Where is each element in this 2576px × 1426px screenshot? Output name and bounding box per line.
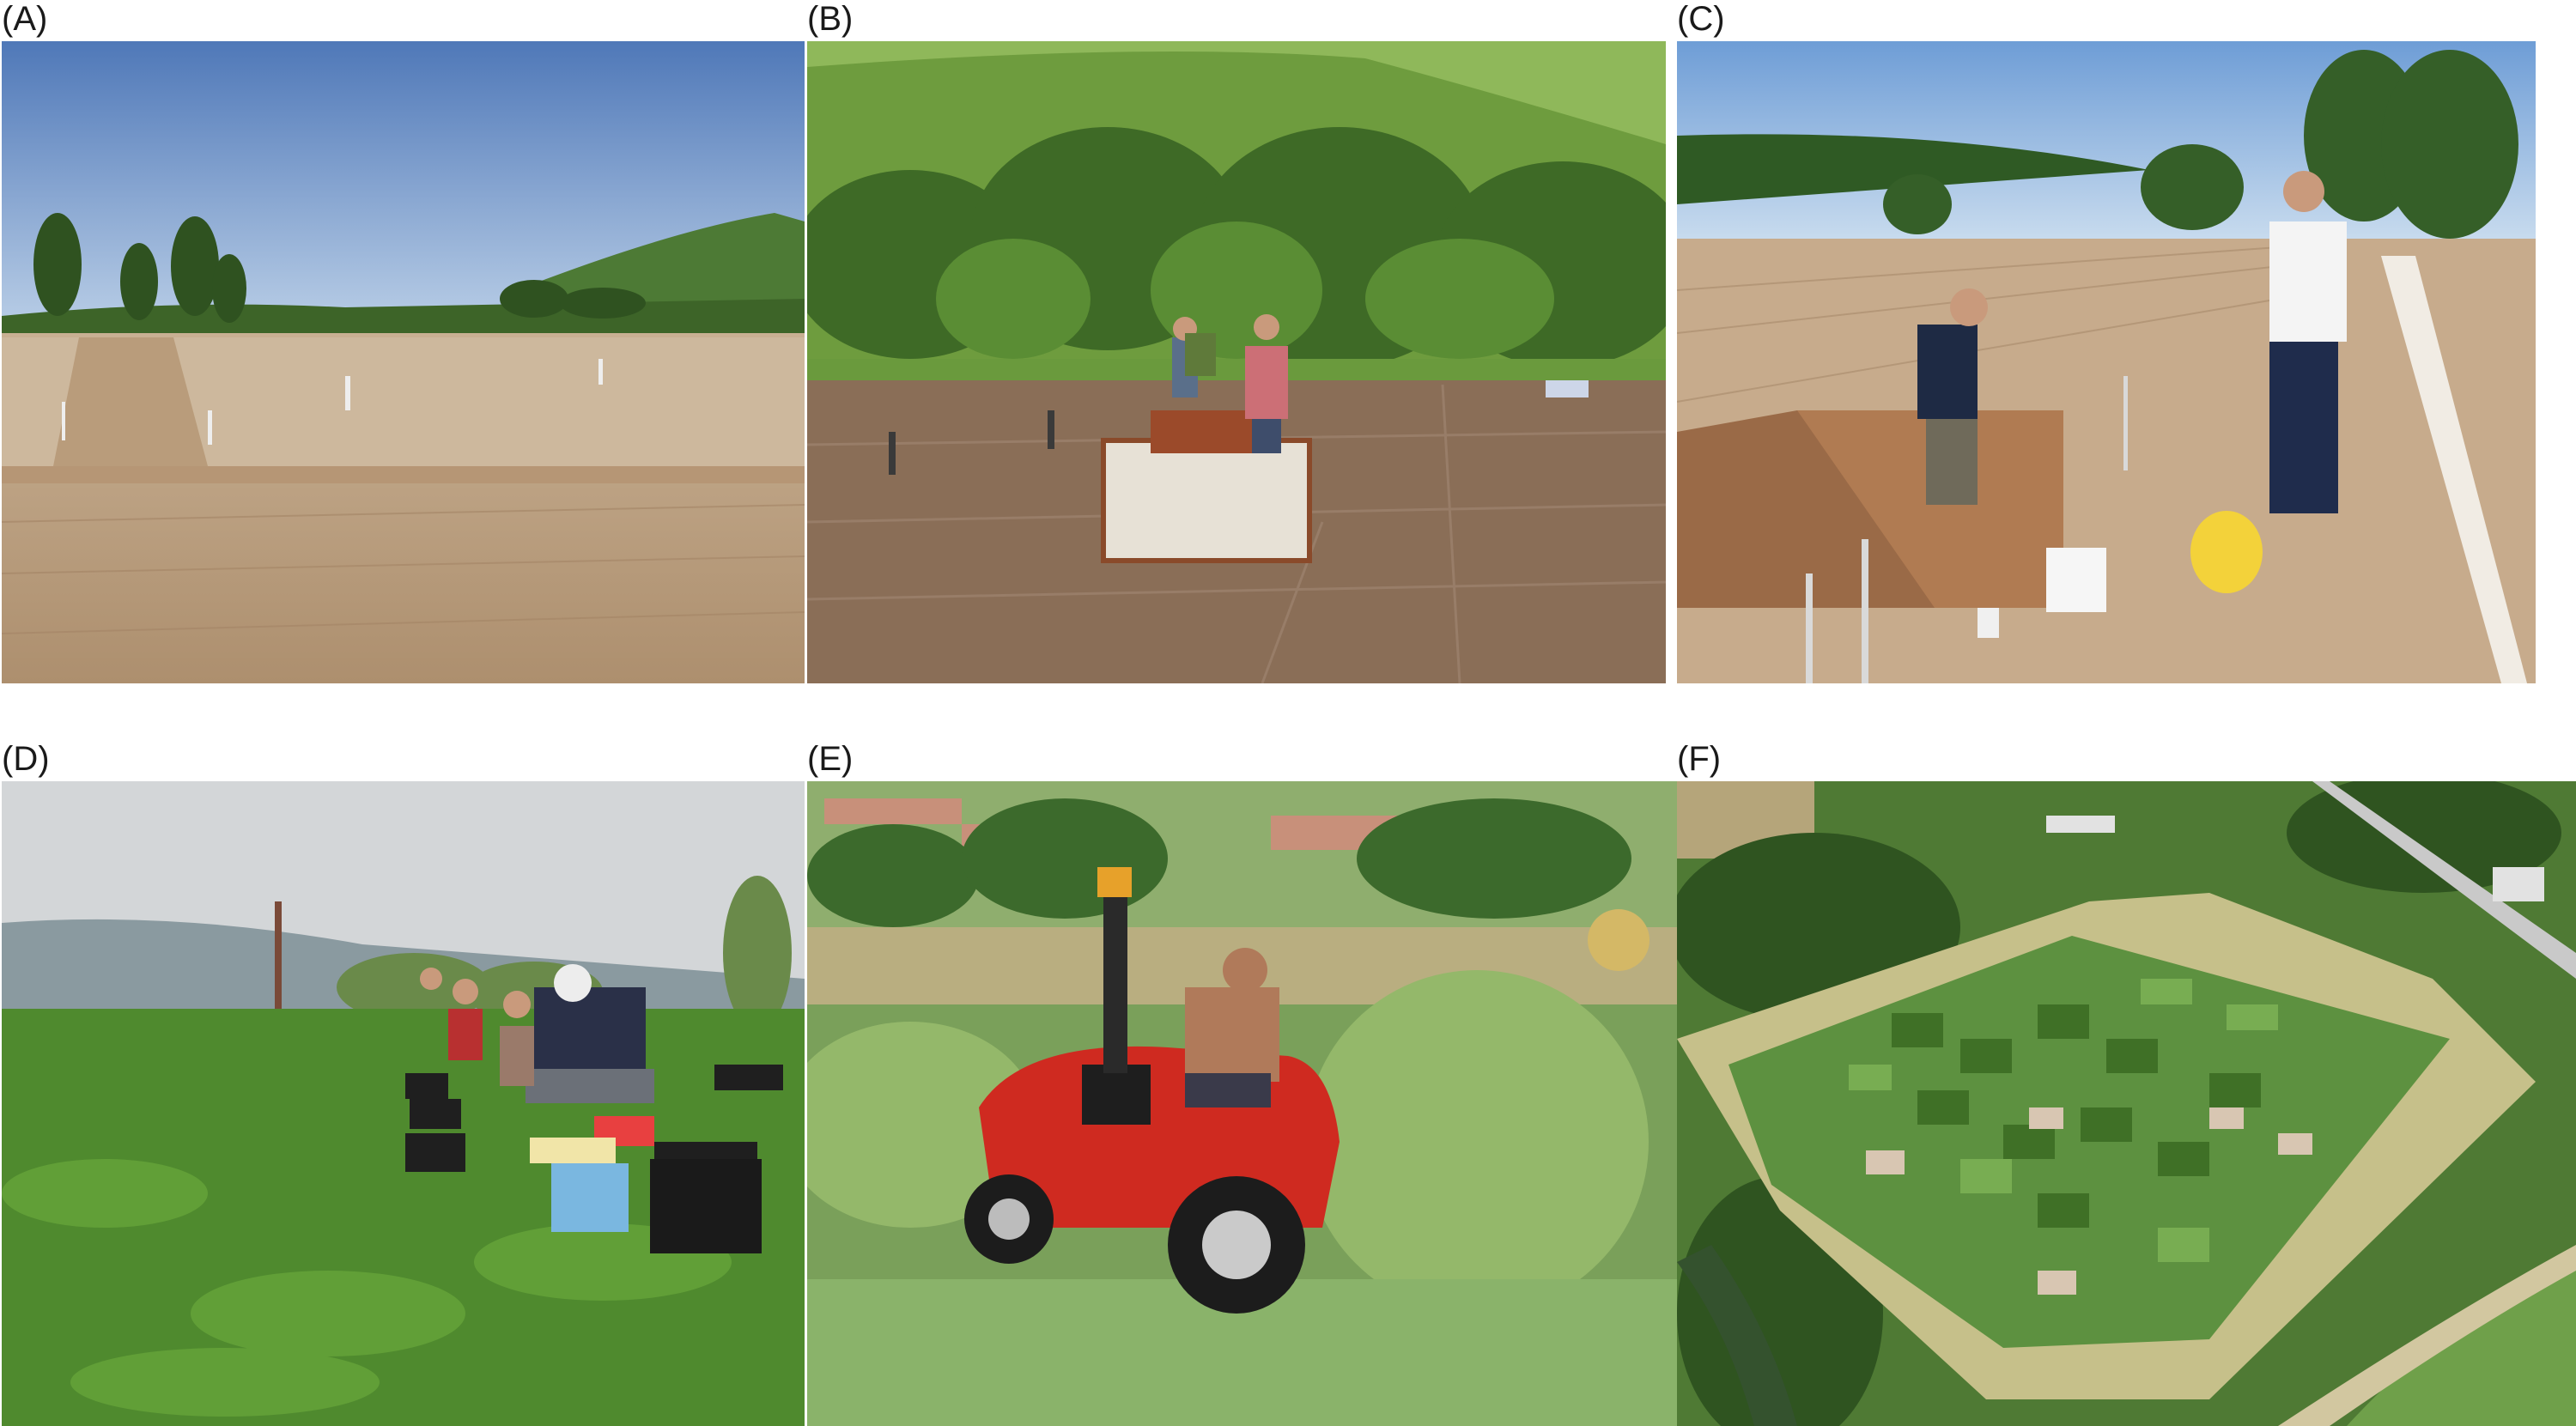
panel-label-b: (B) <box>807 0 854 38</box>
panel-label-e: (E) <box>807 740 854 778</box>
photo-f-aerial-plots <box>1677 781 2576 1426</box>
panel-label-c: (C) <box>1677 0 1725 38</box>
photo-b-sowing-machine <box>807 41 1666 683</box>
photo-c-researchers-frame <box>1677 41 2536 683</box>
photo-a-bare-field <box>2 41 805 683</box>
panel-label-a: (A) <box>2 0 48 38</box>
panel-label-f: (F) <box>1677 740 1722 778</box>
panel-label-d: (D) <box>2 740 50 778</box>
photo-d-weeding-group <box>2 781 805 1426</box>
photo-e-mowing <box>807 781 1677 1426</box>
